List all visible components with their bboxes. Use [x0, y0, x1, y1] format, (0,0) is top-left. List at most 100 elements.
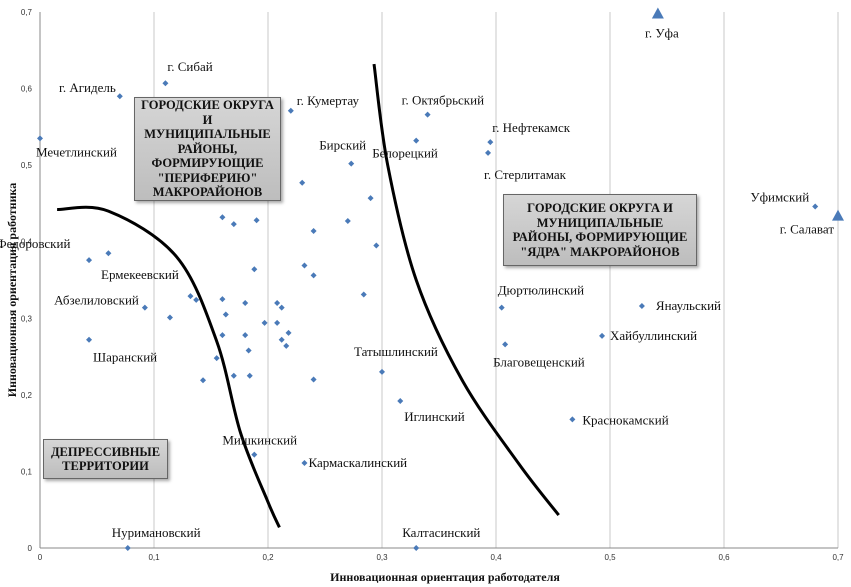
x-tick-label: 0,4 — [490, 553, 502, 562]
point-label: Калтасинский — [402, 525, 480, 540]
data-point — [812, 203, 819, 210]
data-point — [599, 332, 606, 339]
data-point — [301, 460, 308, 467]
point-label: г. Нефтекамск — [492, 120, 570, 135]
data-point — [424, 111, 431, 118]
data-point — [230, 221, 237, 228]
point-label: Хайбуллинский — [610, 328, 697, 343]
data-point — [413, 137, 420, 144]
point-label: Краснокамский — [582, 412, 668, 427]
data-point — [261, 319, 268, 326]
data-point — [222, 311, 229, 318]
data-point — [193, 296, 200, 303]
data-point — [413, 545, 420, 551]
data-point — [251, 266, 258, 273]
x-tick-label: 0 — [38, 553, 43, 562]
boundary-curves — [57, 63, 560, 528]
data-point — [367, 195, 374, 202]
data-point — [310, 376, 317, 383]
boundary-curve — [372, 63, 560, 516]
point-label: г. Уфа — [645, 26, 679, 41]
y-tick-label: 0,5 — [21, 161, 33, 170]
data-point — [278, 336, 285, 343]
data-point — [487, 139, 494, 146]
point-label: г. Сибай — [167, 59, 212, 74]
point-label: Бирский — [319, 138, 366, 153]
data-point — [245, 347, 252, 354]
point-label: Дюртюлинский — [498, 283, 584, 298]
data-point — [105, 250, 112, 257]
data-point — [162, 80, 169, 87]
point-label: г. Стерлитамак — [484, 167, 567, 182]
boundary-curve — [57, 205, 281, 528]
data-point — [219, 214, 226, 221]
data-point — [124, 545, 131, 551]
x-tick-label: 0,2 — [262, 553, 274, 562]
data-point — [242, 299, 249, 306]
y-tick-label: 0,6 — [21, 85, 33, 94]
point-label: г. Агидель — [59, 80, 116, 95]
data-point — [242, 332, 249, 339]
data-point — [283, 342, 290, 349]
point-label: г. Октябрьский — [402, 93, 484, 108]
x-tick-label: 0,6 — [718, 553, 730, 562]
data-point — [287, 107, 294, 114]
point-label: Белорецкий — [372, 146, 438, 161]
x-tick-label: 0,1 — [148, 553, 160, 562]
point-label: Янаульский — [656, 298, 721, 313]
y-tick-label: 0 — [28, 544, 33, 553]
data-point — [37, 135, 43, 142]
data-points — [37, 7, 844, 551]
point-labels: Мечетлинский г. Агидель г. Сибай г. Кумерта… — [0, 26, 834, 540]
data-point — [187, 293, 194, 300]
data-point — [502, 341, 509, 348]
point-label: Шаранский — [93, 350, 157, 365]
data-point — [397, 397, 404, 404]
data-point — [344, 218, 351, 225]
point-label: Уфимский — [750, 189, 809, 204]
annotation-core: ГОРОДСКИЕ ОКРУГА И МУНИЦИПАЛЬНЫЕ РАЙОНЫ,… — [503, 194, 697, 266]
data-point — [485, 149, 492, 156]
data-point — [638, 303, 645, 310]
y-axis-title: Инновационная ориентация работника — [5, 183, 19, 398]
point-label: г. Кумертау — [297, 93, 360, 108]
point-label: Иглинский — [404, 409, 465, 424]
point-label: г. Салават — [780, 222, 835, 237]
data-point — [285, 329, 292, 336]
data-point — [310, 227, 317, 234]
data-point — [253, 217, 260, 224]
point-label: Федоровский — [0, 236, 70, 251]
data-point — [200, 377, 207, 384]
data-point — [274, 299, 281, 306]
x-tick-label: 0,3 — [376, 553, 388, 562]
data-point — [116, 93, 123, 100]
point-label: Мишкинский — [222, 433, 297, 448]
point-label: Кармаскалинский — [308, 455, 407, 470]
y-tick-label: 0,1 — [21, 467, 33, 476]
point-label: Ермекеевский — [101, 267, 179, 282]
data-point — [213, 355, 220, 362]
data-point — [498, 304, 505, 311]
annotation-depressive: ДЕПРЕССИВНЫЕ ТЕРРИТОРИИ — [43, 439, 168, 479]
x-tick-label: 0,7 — [832, 553, 844, 562]
x-axis-title: Инновационная ориентация работодателя — [330, 570, 560, 584]
data-point-triangle — [832, 209, 844, 221]
point-label: Нуримановский — [112, 525, 201, 540]
data-point — [348, 160, 355, 167]
point-label: Мечетлинский — [36, 144, 117, 159]
data-point — [360, 291, 367, 298]
data-point — [86, 257, 93, 264]
data-point-triangle — [651, 7, 664, 19]
y-tick-label: 0,7 — [21, 8, 33, 17]
data-point — [251, 451, 258, 458]
point-label: Благовещенский — [493, 354, 585, 369]
gridlines — [153, 12, 839, 548]
data-point — [310, 272, 317, 279]
data-point — [230, 372, 237, 379]
annotation-periphery: ГОРОДСКИЕ ОКРУГА И МУНИЦИПАЛЬНЫЕ РАЙОНЫ,… — [134, 97, 281, 201]
data-point — [166, 314, 173, 321]
data-point — [141, 304, 148, 311]
data-point — [379, 368, 385, 375]
data-point — [301, 262, 308, 269]
